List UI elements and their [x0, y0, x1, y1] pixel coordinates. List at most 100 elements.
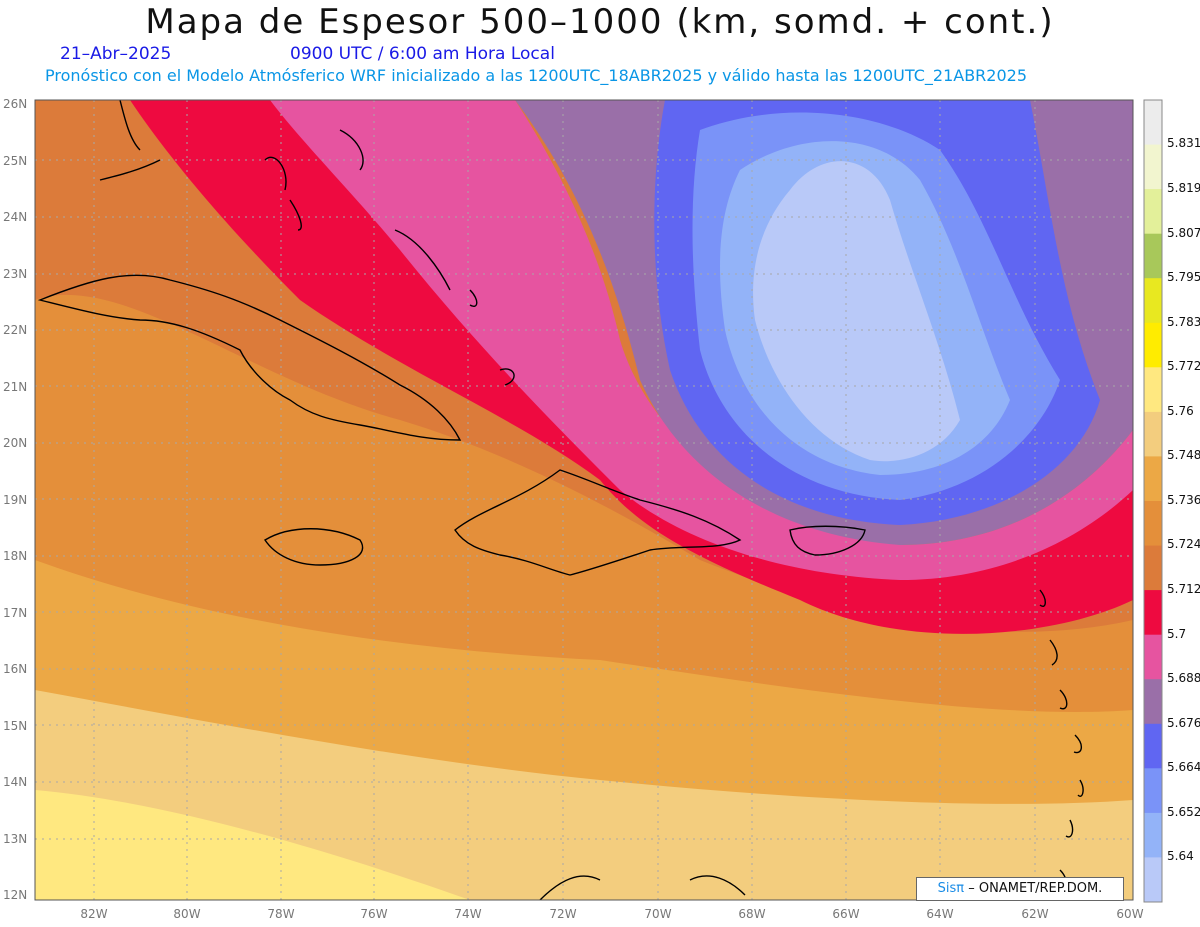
colorbar-swatch: [1144, 634, 1162, 680]
colorbar-frame: [1143, 99, 1163, 903]
band-5628: [753, 161, 960, 462]
lon-label: 74W: [454, 907, 481, 921]
colorbar-swatch: [1144, 456, 1162, 502]
svg-text:21N: 21N: [3, 380, 27, 394]
colorbar-swatch: [1144, 768, 1162, 814]
colorbar-labels: 5.831 5.819 5.807 5.795 5.783 5.772 5.76…: [1167, 136, 1200, 863]
svg-text:5.819: 5.819: [1167, 181, 1200, 195]
svg-text:64W: 64W: [926, 907, 953, 921]
puerto-rico-outline: [789, 525, 866, 556]
svg-text:22N: 22N: [3, 323, 27, 337]
lat-label: 15N: [3, 719, 27, 733]
lon-label: 82W: [80, 907, 107, 921]
colorbar-swatch: [1144, 189, 1162, 235]
forecast-date: 21–Abr–2025: [60, 44, 172, 64]
colorbar-swatch: [1144, 545, 1162, 591]
lat-label: 19N: [3, 493, 27, 507]
lon-label: 72W: [549, 907, 576, 921]
colorbar-swatch: [1144, 411, 1162, 457]
svg-text:15N: 15N: [3, 719, 27, 733]
colorbar-swatch: [1144, 144, 1162, 190]
lon-label: 66W: [832, 907, 859, 921]
colorbar-label: 5.652: [1167, 805, 1200, 819]
map-frame: [34, 99, 1134, 901]
lat-label: 13N: [3, 832, 27, 846]
lat-label: 26N: [3, 97, 27, 111]
lat-label: 14N: [3, 775, 27, 789]
band-5688: [270, 100, 1133, 580]
lat-label: 25N: [3, 154, 27, 168]
svg-text:16N: 16N: [3, 662, 27, 676]
colorbar: 5.831 5.819 5.807 5.795 5.783 5.772 5.76…: [1143, 99, 1200, 903]
lesser-antilles-outline: [1039, 589, 1084, 888]
colorbar-label: 5.807: [1167, 226, 1200, 240]
svg-text:5.712: 5.712: [1167, 582, 1200, 596]
colorbar-label: 5.772: [1167, 359, 1200, 373]
lat-label: 22N: [3, 323, 27, 337]
svg-text:5.736: 5.736: [1167, 493, 1200, 507]
colorbar-swatch: [1144, 100, 1162, 146]
svg-text:19N: 19N: [3, 493, 27, 507]
lon-label: 62W: [1021, 907, 1048, 921]
colorbar-label: 5.664: [1167, 760, 1200, 774]
band-5700: [130, 100, 1133, 634]
svg-text:5.831: 5.831: [1167, 136, 1200, 150]
colorbar-swatches: [1144, 100, 1162, 903]
lat-label: 16N: [3, 662, 27, 676]
cuba-outline: [37, 274, 462, 441]
svg-text:20N: 20N: [3, 436, 27, 450]
band-5748: [35, 690, 1133, 900]
colorbar-label: 5.724: [1167, 537, 1200, 551]
map-fill: [35, 100, 1133, 900]
colorbar-swatch: [1144, 590, 1162, 636]
lat-label: 24N: [3, 210, 27, 224]
lon-label: 64W: [926, 907, 953, 921]
lon-label: 60W: [1116, 907, 1143, 921]
svg-text:5.783: 5.783: [1167, 315, 1200, 329]
svg-text:26N: 26N: [3, 97, 27, 111]
colorbar-label: 5.736: [1167, 493, 1200, 507]
map-title: Mapa de Espesor 500–1000 (km, somd. + co…: [145, 2, 1055, 42]
colorbar-swatch: [1144, 812, 1162, 858]
svg-text:5.64: 5.64: [1167, 849, 1194, 863]
lon-label: 68W: [738, 907, 765, 921]
south-america-outline: [539, 875, 746, 900]
svg-text:68W: 68W: [738, 907, 765, 921]
hispaniola-outline: [454, 469, 742, 576]
svg-text:60W: 60W: [1116, 907, 1143, 921]
svg-text:14N: 14N: [3, 775, 27, 789]
colorbar-swatch: [1144, 857, 1162, 903]
sispi-logo-text: Sisπ: [937, 881, 965, 896]
lat-label: 18N: [3, 549, 27, 563]
svg-text:70W: 70W: [644, 907, 671, 921]
credit-box: Sisπ – ONAMET/REP.DOM.: [916, 877, 1124, 901]
colorbar-label: 5.783: [1167, 315, 1200, 329]
svg-text:82W: 82W: [80, 907, 107, 921]
svg-text:5.76: 5.76: [1167, 404, 1194, 418]
band-5760: [35, 790, 470, 900]
svg-text:80W: 80W: [173, 907, 200, 921]
svg-text:5.748: 5.748: [1167, 448, 1200, 462]
svg-text:23N: 23N: [3, 267, 27, 281]
lon-labels: 82W 80W 78W 76W 74W 72W 70W 68W 66W 64W …: [80, 907, 1143, 921]
lat-label: 12N: [3, 888, 27, 902]
svg-text:13N: 13N: [3, 832, 27, 846]
lat-label: 23N: [3, 267, 27, 281]
colorbar-swatch: [1144, 679, 1162, 725]
florida-keys-outline: [99, 100, 161, 181]
svg-text:62W: 62W: [1021, 907, 1048, 921]
svg-text:72W: 72W: [549, 907, 576, 921]
model-subtitle: Pronóstico con el Modelo Atmósferico WRF…: [45, 66, 1028, 85]
credit-org: – ONAMET/REP.DOM.: [968, 881, 1103, 896]
colorbar-label: 5.76: [1167, 404, 1194, 418]
coastlines: [37, 100, 1084, 900]
svg-text:5.724: 5.724: [1167, 537, 1200, 551]
svg-text:18N: 18N: [3, 549, 27, 563]
svg-text:5.676: 5.676: [1167, 716, 1200, 730]
lat-label: 20N: [3, 436, 27, 450]
lon-label: 78W: [267, 907, 294, 921]
svg-text:5.772: 5.772: [1167, 359, 1200, 373]
colorbar-swatch: [1144, 723, 1162, 769]
svg-text:25N: 25N: [3, 154, 27, 168]
